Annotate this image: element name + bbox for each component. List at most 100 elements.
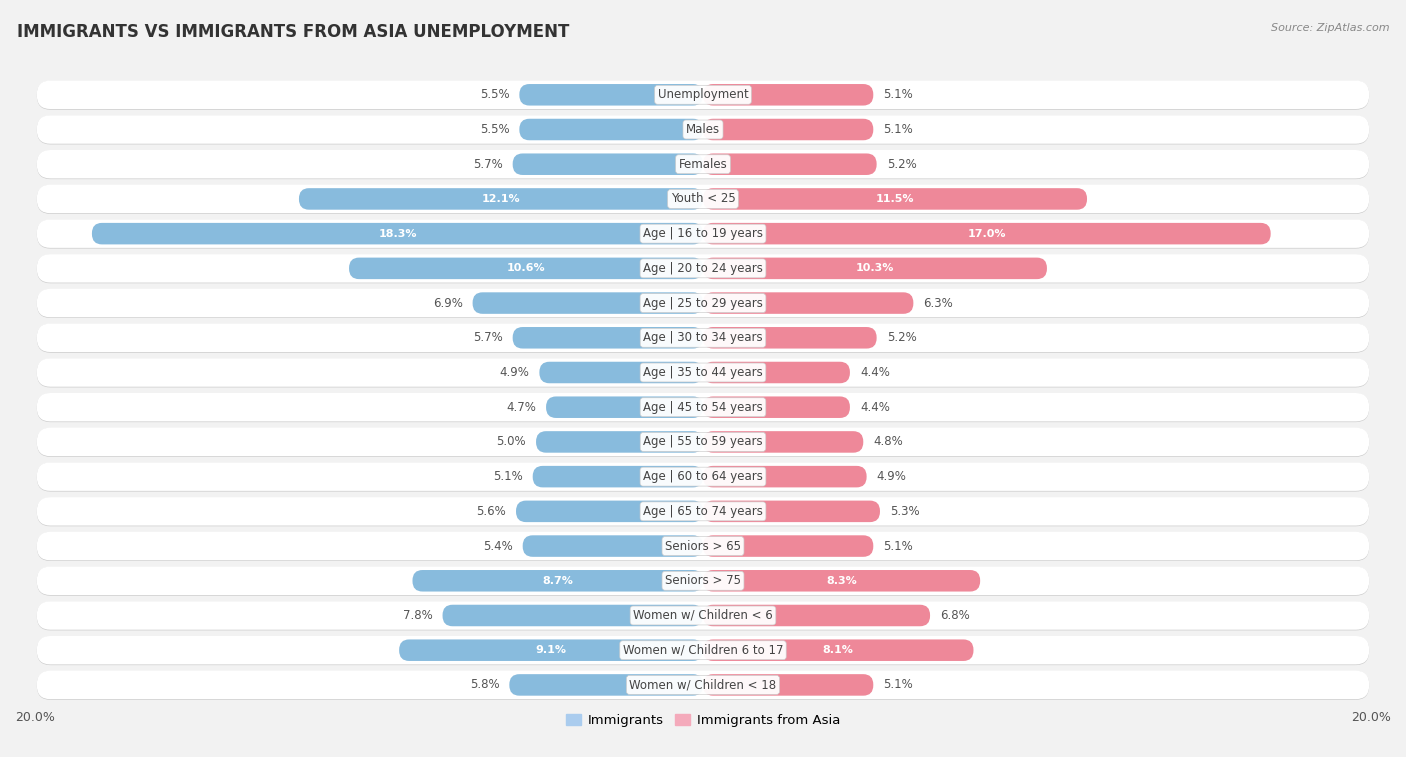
FancyBboxPatch shape	[703, 500, 880, 522]
FancyBboxPatch shape	[37, 254, 1369, 283]
FancyBboxPatch shape	[37, 636, 1369, 665]
FancyBboxPatch shape	[37, 428, 1369, 456]
Text: 18.3%: 18.3%	[378, 229, 416, 238]
Text: Seniors > 75: Seniors > 75	[665, 575, 741, 587]
FancyBboxPatch shape	[703, 84, 873, 105]
FancyBboxPatch shape	[703, 674, 873, 696]
Text: 5.2%: 5.2%	[887, 332, 917, 344]
FancyBboxPatch shape	[37, 220, 1369, 248]
Text: 4.7%: 4.7%	[506, 400, 536, 414]
FancyBboxPatch shape	[37, 497, 1369, 525]
FancyBboxPatch shape	[516, 500, 703, 522]
Text: 5.1%: 5.1%	[883, 123, 912, 136]
Text: Unemployment: Unemployment	[658, 89, 748, 101]
FancyBboxPatch shape	[443, 605, 703, 626]
Text: Age | 16 to 19 years: Age | 16 to 19 years	[643, 227, 763, 240]
FancyBboxPatch shape	[513, 327, 703, 348]
FancyBboxPatch shape	[412, 570, 703, 591]
FancyBboxPatch shape	[37, 671, 1369, 699]
FancyBboxPatch shape	[703, 605, 931, 626]
Text: Age | 60 to 64 years: Age | 60 to 64 years	[643, 470, 763, 483]
Text: Women w/ Children 6 to 17: Women w/ Children 6 to 17	[623, 643, 783, 657]
Text: Source: ZipAtlas.com: Source: ZipAtlas.com	[1271, 23, 1389, 33]
FancyBboxPatch shape	[703, 640, 973, 661]
FancyBboxPatch shape	[37, 566, 1369, 595]
Text: Age | 65 to 74 years: Age | 65 to 74 years	[643, 505, 763, 518]
Text: 5.7%: 5.7%	[472, 157, 502, 171]
Text: 5.1%: 5.1%	[883, 540, 912, 553]
FancyBboxPatch shape	[546, 397, 703, 418]
FancyBboxPatch shape	[37, 567, 1369, 596]
FancyBboxPatch shape	[37, 601, 1369, 630]
FancyBboxPatch shape	[37, 185, 1369, 213]
Text: 4.4%: 4.4%	[860, 366, 890, 379]
FancyBboxPatch shape	[519, 119, 703, 140]
Text: Age | 45 to 54 years: Age | 45 to 54 years	[643, 400, 763, 414]
FancyBboxPatch shape	[37, 115, 1369, 144]
Text: 8.3%: 8.3%	[827, 576, 856, 586]
FancyBboxPatch shape	[509, 674, 703, 696]
Text: 5.4%: 5.4%	[482, 540, 513, 553]
FancyBboxPatch shape	[703, 535, 873, 557]
Text: 5.3%: 5.3%	[890, 505, 920, 518]
Text: 5.1%: 5.1%	[883, 89, 912, 101]
FancyBboxPatch shape	[37, 116, 1369, 145]
FancyBboxPatch shape	[37, 428, 1369, 457]
FancyBboxPatch shape	[703, 362, 849, 383]
FancyBboxPatch shape	[703, 154, 877, 175]
FancyBboxPatch shape	[703, 570, 980, 591]
FancyBboxPatch shape	[533, 466, 703, 488]
FancyBboxPatch shape	[37, 359, 1369, 388]
Text: 7.8%: 7.8%	[402, 609, 433, 622]
FancyBboxPatch shape	[703, 188, 1087, 210]
FancyBboxPatch shape	[91, 223, 703, 245]
Text: 6.8%: 6.8%	[941, 609, 970, 622]
Text: Seniors > 65: Seniors > 65	[665, 540, 741, 553]
Text: 10.3%: 10.3%	[856, 263, 894, 273]
FancyBboxPatch shape	[37, 81, 1369, 110]
Text: 4.9%: 4.9%	[499, 366, 529, 379]
Text: 10.6%: 10.6%	[506, 263, 546, 273]
FancyBboxPatch shape	[37, 324, 1369, 353]
Text: 9.1%: 9.1%	[536, 645, 567, 656]
FancyBboxPatch shape	[399, 640, 703, 661]
FancyBboxPatch shape	[37, 497, 1369, 526]
FancyBboxPatch shape	[703, 257, 1047, 279]
FancyBboxPatch shape	[536, 431, 703, 453]
Text: 5.6%: 5.6%	[477, 505, 506, 518]
Text: 5.5%: 5.5%	[479, 89, 509, 101]
Text: Males: Males	[686, 123, 720, 136]
FancyBboxPatch shape	[37, 532, 1369, 560]
FancyBboxPatch shape	[703, 466, 866, 488]
Text: Females: Females	[679, 157, 727, 171]
FancyBboxPatch shape	[703, 327, 877, 348]
FancyBboxPatch shape	[37, 254, 1369, 282]
FancyBboxPatch shape	[540, 362, 703, 383]
Text: 8.7%: 8.7%	[543, 576, 574, 586]
Text: 5.7%: 5.7%	[472, 332, 502, 344]
FancyBboxPatch shape	[349, 257, 703, 279]
FancyBboxPatch shape	[37, 323, 1369, 352]
Text: Age | 25 to 29 years: Age | 25 to 29 years	[643, 297, 763, 310]
FancyBboxPatch shape	[37, 150, 1369, 179]
FancyBboxPatch shape	[37, 671, 1369, 699]
FancyBboxPatch shape	[37, 289, 1369, 318]
Text: 5.1%: 5.1%	[883, 678, 912, 691]
FancyBboxPatch shape	[37, 602, 1369, 631]
FancyBboxPatch shape	[37, 220, 1369, 248]
FancyBboxPatch shape	[519, 84, 703, 105]
FancyBboxPatch shape	[37, 289, 1369, 317]
Text: 5.1%: 5.1%	[494, 470, 523, 483]
FancyBboxPatch shape	[37, 463, 1369, 491]
Text: IMMIGRANTS VS IMMIGRANTS FROM ASIA UNEMPLOYMENT: IMMIGRANTS VS IMMIGRANTS FROM ASIA UNEMP…	[17, 23, 569, 41]
Text: 17.0%: 17.0%	[967, 229, 1007, 238]
Text: 5.5%: 5.5%	[479, 123, 509, 136]
FancyBboxPatch shape	[703, 292, 914, 314]
Text: 8.1%: 8.1%	[823, 645, 853, 656]
FancyBboxPatch shape	[703, 397, 849, 418]
FancyBboxPatch shape	[703, 431, 863, 453]
Text: Women w/ Children < 6: Women w/ Children < 6	[633, 609, 773, 622]
FancyBboxPatch shape	[37, 151, 1369, 179]
FancyBboxPatch shape	[37, 637, 1369, 665]
Text: Age | 35 to 44 years: Age | 35 to 44 years	[643, 366, 763, 379]
